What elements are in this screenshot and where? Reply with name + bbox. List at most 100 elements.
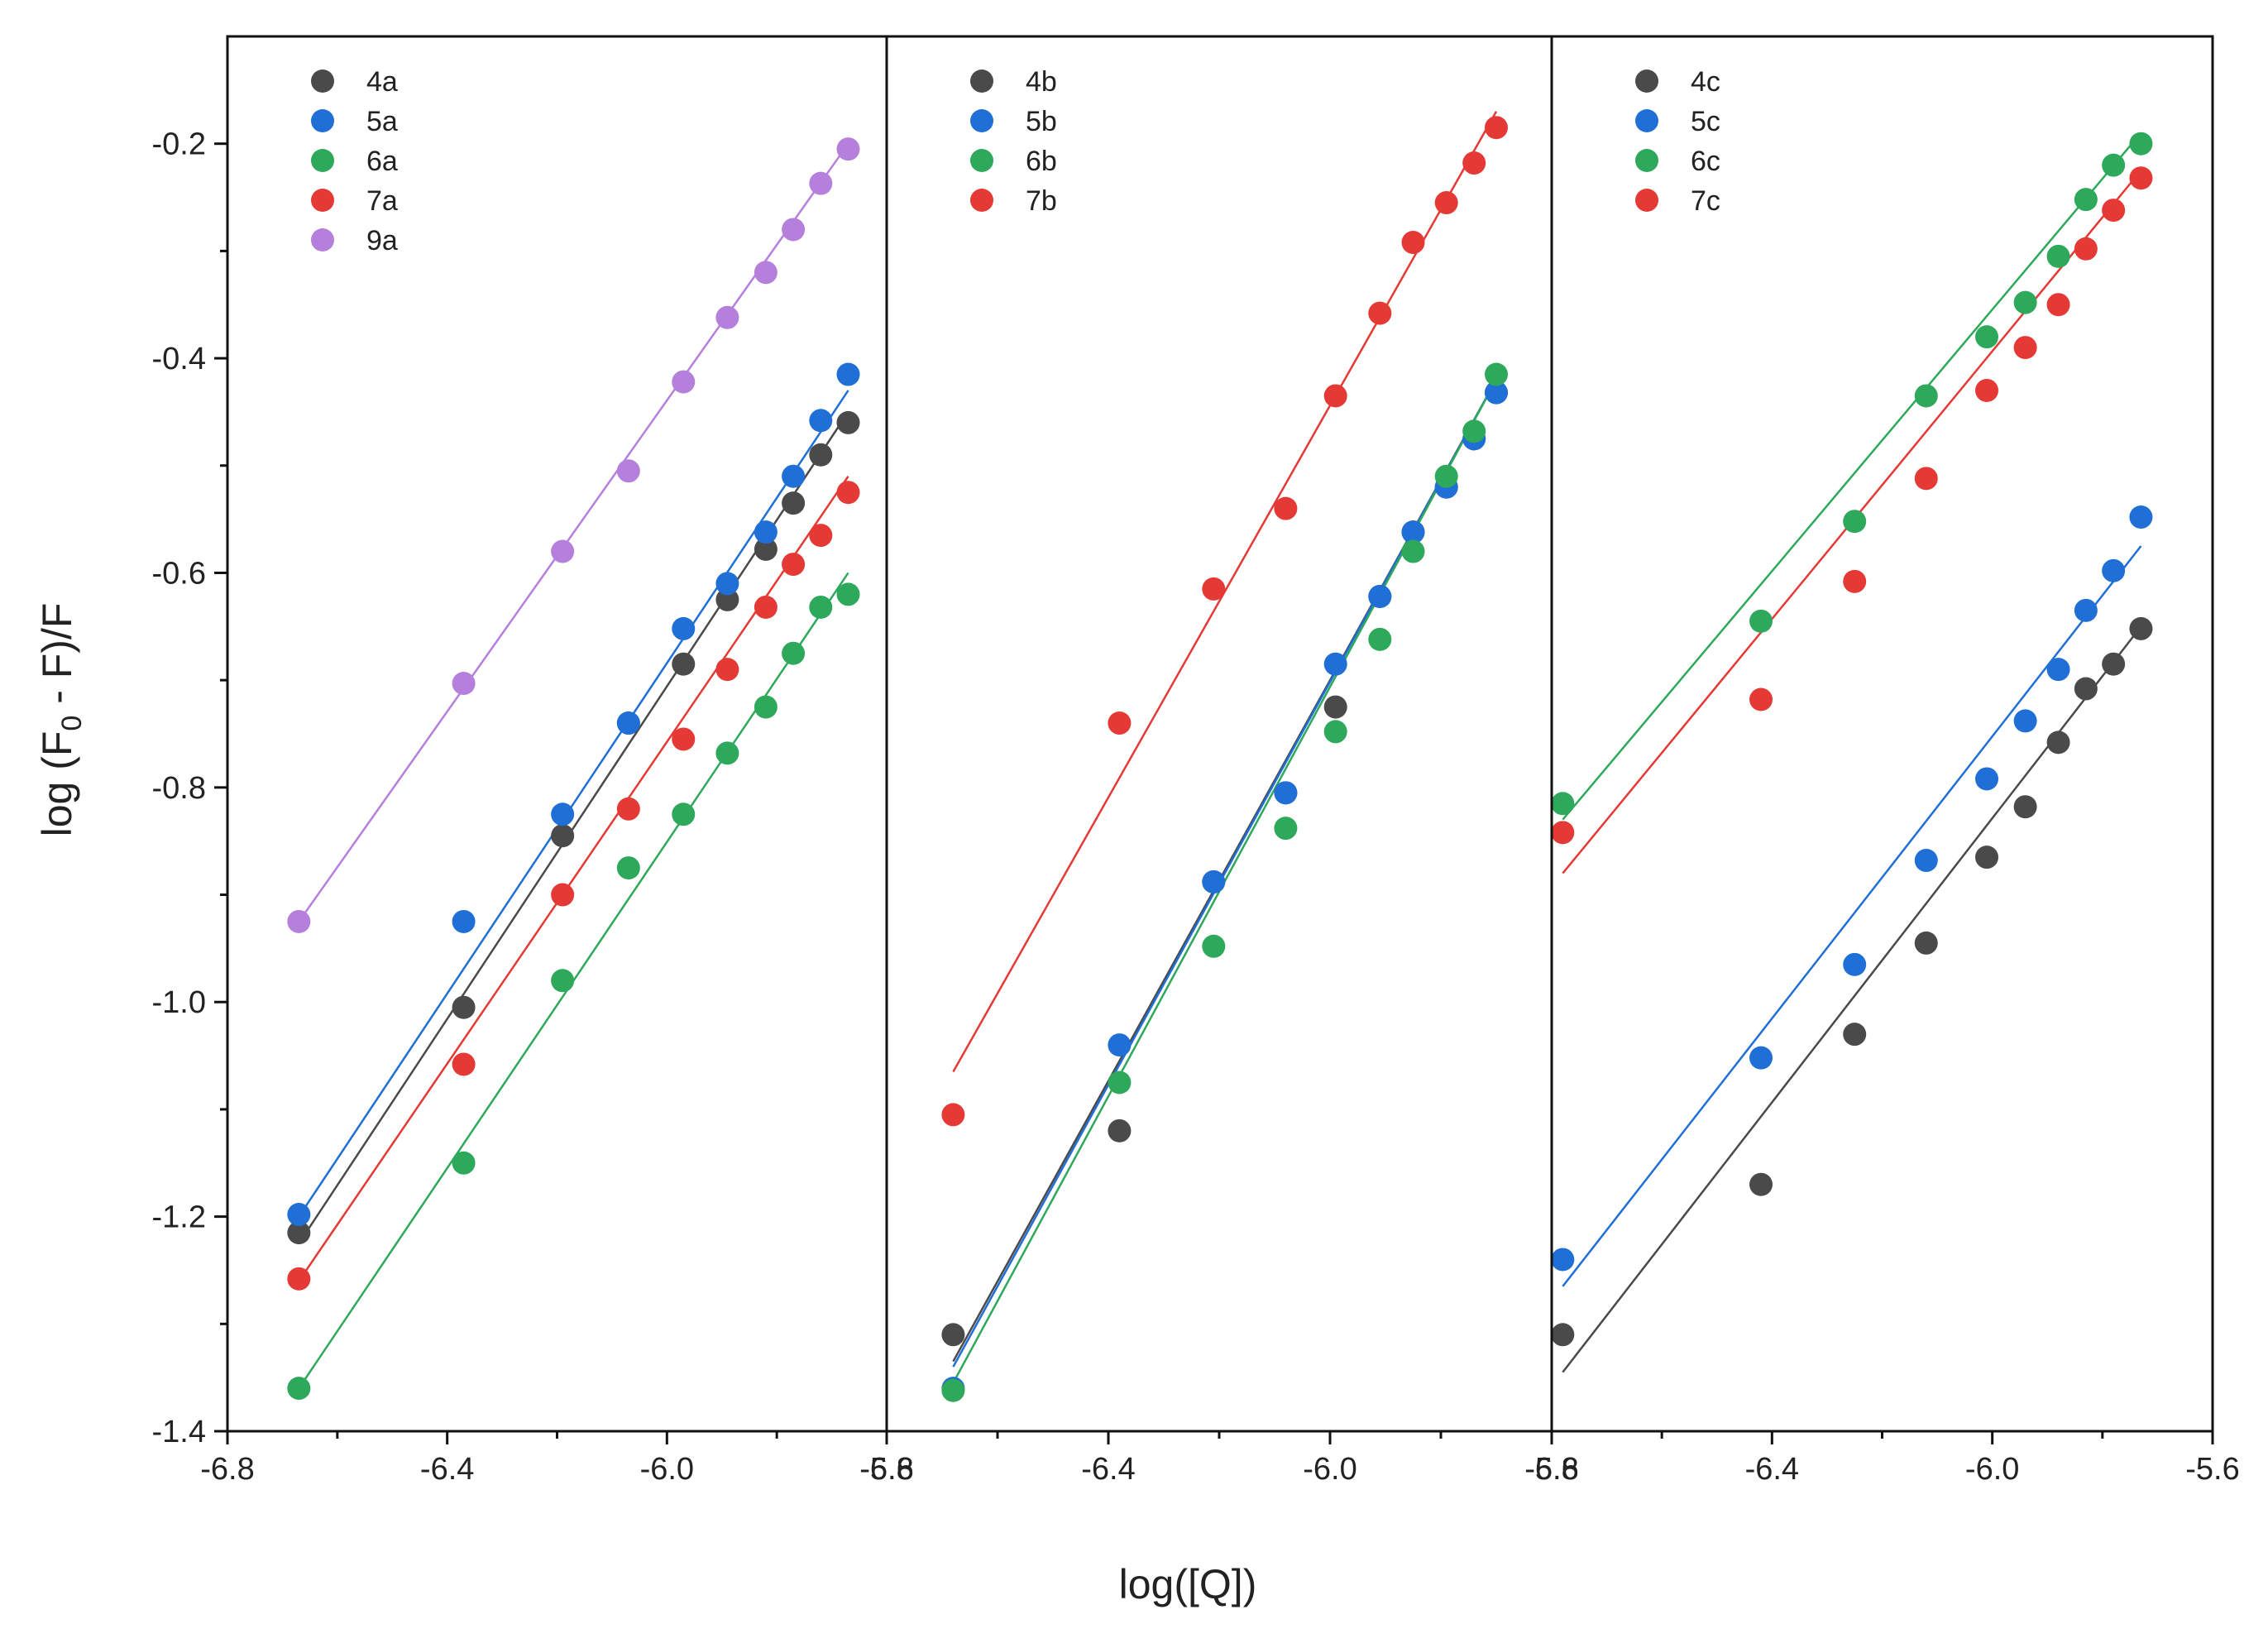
legend-label-4b: 4b	[1026, 66, 1057, 98]
data-point-5b	[1274, 781, 1298, 805]
data-point-9a	[672, 370, 696, 394]
y-tick-label: -0.2	[152, 127, 206, 162]
legend-label-6c: 6c	[1691, 146, 1720, 177]
legend-label-5a: 5a	[366, 106, 398, 137]
data-point-5a	[754, 520, 778, 544]
data-point-7b	[1323, 384, 1347, 408]
x-tick-label: -6.0	[1965, 1452, 2019, 1487]
data-point-5c	[1843, 952, 1867, 976]
data-point-6c	[1843, 510, 1867, 534]
data-point-5a	[836, 362, 860, 386]
panel-c: 4c 5c 6c 7c -6.8 -6.4 -6.0 -5.6	[1524, 35, 2240, 1487]
data-point-5c	[1749, 1046, 1773, 1070]
data-point-4c	[1975, 845, 1999, 869]
data-point-7b	[1462, 151, 1486, 175]
data-point-5b	[1202, 869, 1226, 893]
data-point-4a	[782, 491, 806, 515]
data-point-7a	[551, 883, 575, 907]
x-tick-label: -5.6	[2185, 1452, 2239, 1487]
data-point-9a	[782, 218, 806, 242]
x-tick-label: -6.8	[1524, 1452, 1578, 1487]
panel-b: 4b 5b 6b 7b -6.8 -6.4 -6.0 -5.6	[859, 35, 1579, 1487]
x-tick-label: -5.6	[859, 1452, 913, 1487]
data-point-6a	[715, 741, 739, 765]
data-point-7b	[1401, 231, 1425, 255]
y-tick-label: -1.4	[152, 1415, 206, 1449]
panel-frame-c	[1550, 35, 2214, 1433]
data-point-5a	[782, 464, 806, 488]
data-point-4c	[2129, 616, 2153, 640]
legend-marker-7c	[1635, 189, 1658, 212]
legend-label-4a: 4a	[366, 66, 398, 98]
data-point-9a	[551, 539, 575, 563]
data-point-7a	[672, 727, 696, 751]
data-point-4a	[715, 587, 739, 611]
data-point-7b	[1368, 301, 1392, 325]
legend-marker-4a	[311, 69, 334, 93]
data-point-4a	[551, 824, 575, 848]
data-point-4b	[1323, 695, 1347, 719]
data-point-6c	[2046, 244, 2070, 268]
data-point-4a	[672, 652, 696, 676]
legend-marker-9a	[311, 228, 334, 251]
data-point-6c	[2013, 290, 2037, 314]
legend-label-6b: 6b	[1026, 146, 1057, 177]
data-point-7c	[1749, 687, 1773, 711]
data-point-6b	[941, 1378, 965, 1402]
data-point-6b	[1368, 627, 1392, 651]
plot-area: -1.4 -1.2 -1.0 -0.8 -0.6 -0.4 -0.2 4a 5a 6a 7a 9a -6…	[152, 35, 2240, 1487]
data-point-7c	[2046, 293, 2070, 317]
data-point-7a	[287, 1267, 311, 1291]
data-point-9a	[287, 909, 311, 933]
legend-marker-7a	[311, 189, 334, 212]
data-point-7b	[1434, 191, 1458, 215]
data-point-7c	[2074, 237, 2098, 261]
data-point-5c	[2129, 505, 2153, 529]
data-point-9a	[715, 305, 739, 329]
data-point-4a	[836, 410, 860, 434]
legend-marker-6a	[311, 149, 334, 172]
data-point-6c	[1749, 609, 1773, 633]
data-point-6a	[754, 695, 778, 719]
data-point-4c	[2074, 677, 2098, 701]
data-point-6c	[2074, 188, 2098, 212]
data-point-7c	[1551, 821, 1575, 845]
data-point-7b	[1108, 711, 1132, 735]
legend-label-6a: 6a	[366, 146, 398, 177]
data-point-5b	[1108, 1033, 1132, 1057]
data-point-6b	[1434, 464, 1458, 488]
legend-label-7a: 7a	[366, 185, 398, 217]
data-point-5a	[452, 909, 476, 933]
x-tick-label: -6.8	[200, 1452, 254, 1487]
data-point-9a	[836, 137, 860, 161]
data-point-6b	[1401, 539, 1425, 563]
data-point-4a	[287, 1221, 311, 1245]
data-point-6b	[1485, 362, 1508, 386]
data-point-5a	[809, 409, 833, 433]
legend-marker-7b	[970, 189, 993, 212]
x-tick-label: -6.4	[420, 1452, 474, 1487]
data-point-4c	[1749, 1172, 1773, 1196]
data-point-6c	[2129, 132, 2153, 156]
data-point-4b	[941, 1323, 965, 1347]
data-point-6b	[1202, 934, 1226, 958]
y-tick-label: -1.0	[152, 985, 206, 1020]
fit-line-6c	[1562, 132, 2142, 821]
y-axis-title: log (F0 - F)/F	[34, 603, 88, 837]
data-point-5a	[672, 616, 696, 640]
x-tick-label: -6.0	[640, 1452, 694, 1487]
data-point-7a	[715, 658, 739, 682]
data-point-4b	[1108, 1118, 1132, 1142]
legend-marker-5b	[970, 109, 993, 132]
data-point-7a	[782, 553, 806, 577]
data-point-5c	[2074, 598, 2098, 622]
data-point-7b	[1202, 577, 1226, 601]
data-point-6a	[782, 641, 806, 665]
x-tick-label: -6.0	[1303, 1452, 1356, 1487]
data-point-4c	[2102, 652, 2126, 676]
legend-label-5b: 5b	[1026, 106, 1057, 137]
data-point-7b	[1274, 496, 1298, 520]
data-point-5a	[551, 802, 575, 826]
